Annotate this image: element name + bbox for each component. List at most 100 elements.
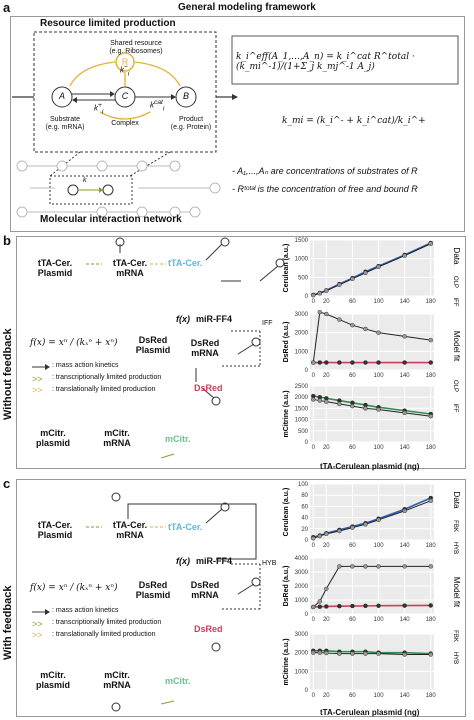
chart-legend-6: Data	[452, 492, 461, 509]
chart-4-point-0-5	[363, 603, 368, 609]
chart-4-point-0-4	[350, 603, 355, 609]
chart-4-point-1-6	[376, 564, 381, 569]
panel-c-frame	[16, 479, 466, 717]
chart-4-point-1-5	[363, 564, 368, 569]
panel-b-network	[86, 237, 285, 459]
chart-4-point-1-3	[337, 564, 342, 569]
c-legend-mass: : mass action kinetics	[52, 607, 119, 614]
chart-0-xtick-1: 20	[323, 299, 330, 305]
chart-1-point-0-8	[428, 360, 433, 365]
svg-text:>>: >>	[32, 385, 43, 393]
chart-3-point-1-5	[363, 522, 368, 527]
chart-legend-8: HYB	[452, 542, 458, 554]
chart-4-ytick-4: 4000	[295, 556, 309, 562]
c-formula: f(x) = xⁿ / (kₓⁿ + xⁿ)	[30, 583, 118, 593]
chart-3-point-1-7	[402, 508, 407, 514]
chart-legend-2: IFF	[452, 298, 458, 307]
c-legend-translation: : translationally limited production	[52, 631, 156, 638]
chart-5-point-1-6	[376, 651, 381, 656]
chart-0-xtick-3: 100	[374, 299, 385, 305]
chart-4-xtick-1: 20	[323, 617, 330, 623]
chart-3-point-1-0	[311, 536, 316, 541]
chart-1-point-0-5	[363, 360, 368, 365]
chart-legend-4: OLP	[452, 380, 458, 392]
chart-5-point-1-1	[317, 650, 322, 655]
chart-5-point-1-2	[324, 650, 329, 656]
chart-1-ytick-2: 2000	[295, 331, 309, 337]
chart-3-ytick-1: 20	[301, 527, 308, 533]
chart-1-point-1-1	[317, 309, 322, 315]
c-dsred-protein: DsRed	[194, 624, 223, 634]
chart-3-point-1-2	[324, 531, 329, 537]
chart-4-ylabel: DsRed (a.u.)	[283, 566, 290, 607]
b-mcit-protein: mCitr.	[165, 434, 191, 444]
chart-1-point-1-6	[376, 330, 381, 335]
shared-resource-example: (e.g. Ribosomes)	[109, 48, 163, 55]
chart-1-point-0-4	[350, 360, 355, 365]
c-fx-label: f(x)	[176, 556, 190, 566]
chart-2-point-1-7	[402, 410, 407, 416]
complex-label: Complex	[111, 120, 139, 127]
chart-1-point-0-3	[337, 360, 342, 365]
b-tta-plasmid: tTA-Cer. Plasmid	[37, 258, 73, 278]
chart-0-point-1-8	[428, 241, 433, 246]
network-keff-label: k	[83, 177, 87, 184]
equation-keff: k_i^eff(A_1,…,A_n) = k_i^cat R^total · (…	[236, 52, 415, 72]
chart-2-ytick-4: 2000	[295, 395, 309, 401]
chart-1-point-1-2	[324, 311, 329, 317]
product-example: (e.g. Protein)	[170, 124, 212, 131]
chart-2-point-1-8	[428, 414, 433, 419]
chart-1-xtick-4: 140	[400, 373, 411, 379]
chart-1-point-1-0	[311, 360, 316, 365]
chart-5-xtick-1: 20	[323, 693, 330, 699]
chart-legend-7: FBK	[452, 520, 458, 532]
panel-b-side-label: Without feedback	[2, 328, 14, 420]
c-dsred-mrna: DsRed mRNA	[190, 580, 220, 600]
chart-3-ytick-0: 0	[305, 538, 309, 544]
c-tta-mrna: tTA-Cer. mRNA	[112, 520, 148, 540]
c-xlabel: tTA-Cerulean plasmid (ng)	[320, 708, 420, 717]
chart-4-point-1-8	[428, 564, 433, 569]
chart-3-ytick-5: 100	[298, 482, 309, 488]
c-dsred-plasmid: DsRed Plasmid	[135, 580, 171, 600]
kcat-label: kcati	[150, 99, 165, 113]
chart-3-xtick-4: 140	[400, 543, 411, 549]
b-mir-label: miR-FF4	[196, 314, 232, 324]
chart-4-ytick-2: 2000	[295, 584, 309, 590]
chart-5-ytick-1: 1000	[295, 669, 309, 675]
node-r	[115, 52, 135, 72]
b-tta-mrna: tTA-Cer. mRNA	[112, 258, 148, 278]
chart-4-xtick-3: 100	[374, 617, 385, 623]
panel-a-letter: a	[3, 0, 11, 15]
b-legend-arrows: >> >>	[32, 364, 50, 393]
chart-0-point-1-4	[350, 276, 355, 282]
substrate-label: Substrate	[50, 116, 80, 123]
chart-1-point-1-3	[337, 317, 342, 322]
chart-1-point-0-1	[317, 360, 322, 365]
chart-0-point-1-5	[363, 270, 368, 276]
chart-4-xtick-5: 180	[426, 617, 437, 623]
chart-5-xtick-0: 0	[312, 693, 316, 699]
c-tta-protein: tTA-Cer.	[168, 522, 203, 532]
chart-5-ylabel: mCitrine (a.u.)	[283, 638, 290, 685]
chart-5-ytick-0: 0	[305, 688, 309, 694]
chart-1-plot-area	[310, 314, 434, 370]
chart-2-xtick-0: 0	[312, 445, 316, 451]
network-zoom-box	[49, 175, 133, 205]
chart-2-point-1-1	[317, 398, 322, 403]
b-legend-transcription: : transcriptionally limited production	[52, 374, 162, 381]
chart-3-xtick-1: 20	[323, 543, 330, 549]
chart-2-point-1-3	[337, 401, 342, 407]
b-fx-label: f(x)	[176, 314, 190, 324]
chart-4-point-1-0	[311, 604, 316, 610]
node-a-label: A	[58, 91, 65, 101]
chart-1-xtick-1: 20	[323, 373, 330, 379]
chart-3-plot-area	[310, 484, 434, 540]
chart-2-xtick-5: 180	[426, 445, 437, 451]
chart-0-ytick-0: 0	[305, 294, 309, 300]
chart-4-point-1-2	[324, 586, 329, 591]
network-title: Molecular interaction network	[40, 214, 182, 225]
chart-legend-9: Model fit	[452, 577, 461, 608]
bullet-rtotal: - Rᵗᵒᵗᵃˡ is the concentration of free an…	[232, 184, 418, 194]
